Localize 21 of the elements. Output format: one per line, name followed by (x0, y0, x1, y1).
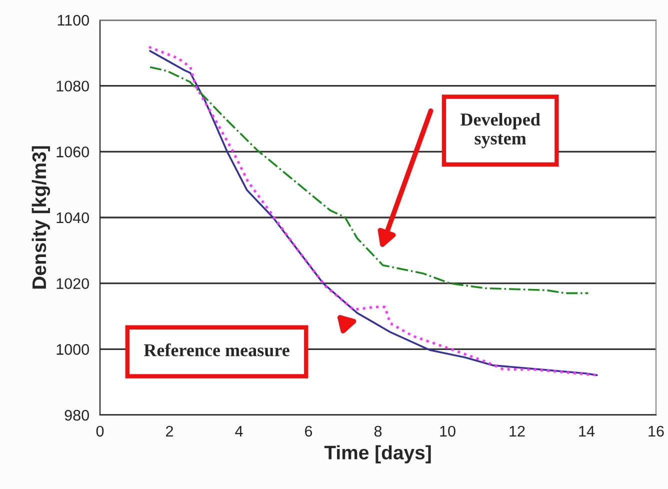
y-tick-label: 1100 (58, 14, 89, 26)
x-tick-label: 6 (305, 426, 312, 437)
x-tick-label: 8 (374, 426, 382, 437)
y-tick-label: 1060 (56, 146, 89, 158)
x-tick-label: 4 (235, 426, 243, 436)
y-tick-label: 1000 (56, 344, 89, 355)
x-tick-label: 14 (579, 426, 595, 436)
x-axis-title: Time [days] (324, 445, 431, 464)
x-tick-label: 2 (166, 426, 173, 436)
x-tick-label: 12 (510, 426, 525, 436)
y-tick-label: 1080 (56, 80, 89, 92)
y-tick-label: 1020 (56, 278, 89, 290)
annotation: Reference measure (144, 343, 290, 356)
y-tick-label: 980 (64, 410, 89, 421)
x-tick-label: 0 (96, 426, 104, 437)
y-axis-title: Density [kg/m3] (32, 146, 50, 289)
annotation: Developed system (460, 112, 540, 148)
x-tick-label: 16 (648, 426, 664, 437)
line-series (149, 66, 590, 294)
x-tick-label: 10 (440, 426, 456, 437)
y-tick-label: 1040 (56, 212, 89, 224)
